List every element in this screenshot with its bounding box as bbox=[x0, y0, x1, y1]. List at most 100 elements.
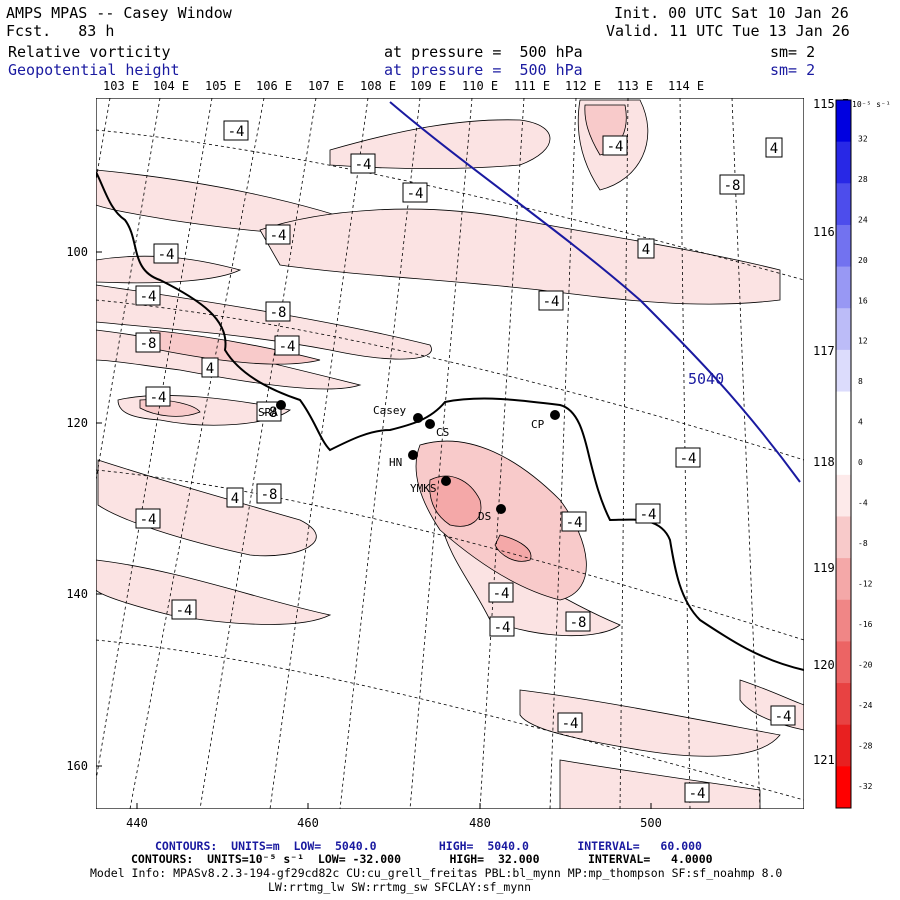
field2-name: Geopotential height bbox=[8, 61, 180, 79]
x-tick-label: 440 bbox=[126, 816, 148, 830]
vorticity-label: -4 bbox=[140, 289, 157, 305]
station-dot bbox=[276, 400, 286, 410]
height-contour-info: CONTOURS: UNITS=m LOW= 5040.0 HIGH= 5040… bbox=[155, 839, 702, 853]
y-tick-label: 100 bbox=[66, 245, 88, 259]
field2-level: at pressure = 500 hPa bbox=[384, 61, 583, 79]
vorticity-label-box bbox=[635, 503, 661, 524]
top-longitude-label: 104 E bbox=[153, 79, 189, 93]
vorticity-label-box bbox=[489, 616, 515, 637]
station-label: SRA bbox=[258, 406, 278, 419]
colorbar-label: 20 bbox=[858, 256, 868, 265]
top-longitude-label: 114 E bbox=[668, 79, 704, 93]
vorticity-label-box bbox=[153, 243, 179, 264]
vorticity-label: -4 bbox=[775, 709, 792, 725]
vorticity-label-box bbox=[765, 137, 783, 158]
colorbar-label: -16 bbox=[858, 620, 873, 629]
vorticity-label-box bbox=[565, 611, 591, 632]
vorticity-label: -8 bbox=[140, 336, 157, 352]
vorticity-label: -4 bbox=[494, 620, 511, 636]
top-longitude-labels: 103 E 104 E 105 E 106 E 107 E 108 E 109 E 110 E… bbox=[103, 79, 704, 93]
colorbar-label: 8 bbox=[858, 377, 863, 386]
colorbar-label: 12 bbox=[858, 337, 868, 346]
vorticity-core-shading bbox=[139, 104, 627, 601]
colorbar-segment bbox=[836, 141, 851, 184]
vorticity-label-box bbox=[561, 511, 587, 532]
vorticity-label: -8 bbox=[261, 405, 278, 421]
station-dot bbox=[408, 450, 418, 460]
station-label: Casey bbox=[373, 404, 406, 417]
vorticity-label-box bbox=[226, 487, 244, 508]
vorticity-contour-info: CONTOURS: UNITS=10⁻⁵ s⁻¹ LOW= -32.000 HI… bbox=[131, 852, 713, 866]
colorbar-label: 24 bbox=[858, 215, 868, 224]
station-dot bbox=[413, 413, 423, 423]
station-dot bbox=[550, 410, 560, 420]
colorbar-label: -12 bbox=[858, 579, 873, 588]
colorbar-label: 28 bbox=[858, 175, 868, 184]
y-tick-label: 120 bbox=[66, 416, 88, 430]
vorticity-label: -4 bbox=[158, 247, 175, 263]
vorticity-label: -4 bbox=[640, 507, 657, 523]
vorticity-label: -8 bbox=[270, 305, 287, 321]
field2-smoothing: sm= 2 bbox=[770, 61, 816, 79]
y-tick-label: 160 bbox=[66, 759, 88, 773]
vorticity-label-box bbox=[557, 712, 583, 733]
forecast-hour: Fcst. 83 h bbox=[6, 22, 115, 40]
vorticity-shading bbox=[96, 99, 804, 809]
vorticity-label-box bbox=[637, 238, 655, 259]
vorticity-label-box bbox=[256, 483, 282, 504]
vorticity-label-box bbox=[256, 401, 282, 422]
field1-smoothing: sm= 2 bbox=[770, 43, 816, 61]
top-longitude-label: 111 E bbox=[514, 79, 550, 93]
vorticity-label: -4 bbox=[543, 294, 560, 310]
top-longitude-label: 107 E bbox=[308, 79, 344, 93]
x-axis-ticks: 440 460 480 500 bbox=[126, 803, 662, 830]
colorbar-label: -32 bbox=[858, 782, 873, 791]
colorbar-label: 4 bbox=[858, 418, 863, 427]
vorticity-label-box bbox=[402, 182, 428, 203]
vorticity-label-box bbox=[770, 705, 796, 726]
vorticity-label: -8 bbox=[724, 178, 741, 194]
colorbar-segment bbox=[836, 724, 851, 767]
colorbar-label: 32 bbox=[858, 134, 868, 143]
colorbar-label: 16 bbox=[858, 296, 868, 305]
vorticity-label: 4 bbox=[231, 491, 239, 507]
field1-name: Relative vorticity bbox=[8, 43, 171, 61]
vorticity-label-box bbox=[684, 782, 710, 803]
y-axis-ticks: 100 120 140 160 bbox=[66, 245, 102, 773]
x-tick-label: 500 bbox=[640, 816, 662, 830]
vorticity-label-box bbox=[675, 447, 701, 468]
x-tick-label: 460 bbox=[297, 816, 319, 830]
colorbar-segment bbox=[836, 266, 851, 309]
top-longitude-label: 103 E bbox=[103, 79, 139, 93]
top-longitude-label: 112 E bbox=[565, 79, 601, 93]
vorticity-label: -8 bbox=[261, 487, 278, 503]
colorbar-segment bbox=[836, 391, 851, 434]
top-longitude-label: 109 E bbox=[410, 79, 446, 93]
colorbar-segment bbox=[836, 766, 851, 809]
vorticity-label-box bbox=[274, 335, 300, 356]
vorticity-label: -4 bbox=[566, 515, 583, 531]
init-time: Init. 00 UTC Sat 10 Jan 26 bbox=[614, 4, 849, 22]
vorticity-label-box bbox=[350, 153, 376, 174]
valid-time: Valid. 11 UTC Tue 13 Jan 26 bbox=[606, 22, 850, 40]
vorticity-label: 4 bbox=[206, 361, 214, 377]
colorbar-segment bbox=[836, 183, 851, 226]
vorticity-label-box bbox=[135, 508, 161, 529]
vorticity-label: -4 bbox=[150, 390, 167, 406]
top-longitude-label: 113 E bbox=[617, 79, 653, 93]
latitude-lines bbox=[96, 129, 804, 801]
physics-info: LW:rrtmg_lw SW:rrtmg_sw SFCLAY:sf_mynn bbox=[268, 880, 532, 894]
station-dot bbox=[496, 504, 506, 514]
model-info: Model Info: MPASv8.2.3-194-gf29cd82c CU:… bbox=[90, 866, 783, 880]
vorticity-label-box bbox=[135, 332, 161, 353]
vorticity-label: 4 bbox=[642, 242, 650, 258]
colorbar-units: 10⁻⁵ s⁻¹ bbox=[852, 100, 891, 109]
x-tick-label: 480 bbox=[469, 816, 491, 830]
y-tick-label: 140 bbox=[66, 587, 88, 601]
vorticity-label-box bbox=[488, 582, 514, 603]
colorbar-segment bbox=[836, 683, 851, 726]
station-markers: Casey CS CP SRA HN YMKS DS bbox=[258, 400, 560, 523]
station-dot bbox=[425, 419, 435, 429]
station-dot bbox=[441, 476, 451, 486]
